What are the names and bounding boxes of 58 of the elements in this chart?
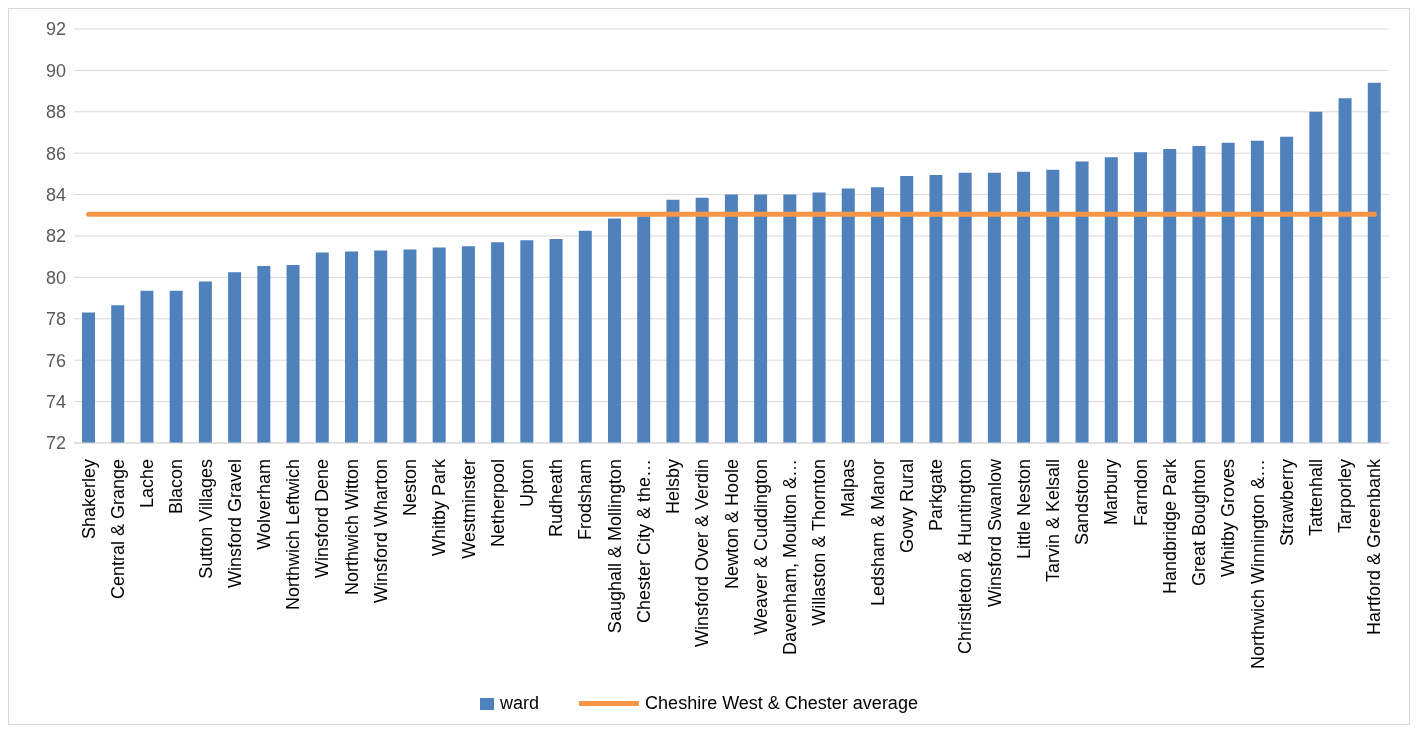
x-tick-label: Winsford Gravel <box>224 459 245 589</box>
x-tick-label: Weaver & Cuddington <box>750 459 771 635</box>
x-tick-label: Rudheath <box>546 459 567 538</box>
x-tick-label: Northwich Winnington &… <box>1247 459 1268 670</box>
x-tick-label: Neston <box>400 459 421 517</box>
y-tick-label: 74 <box>45 391 66 412</box>
x-tick-label: Chester City & the… <box>633 459 654 624</box>
x-tick-label: Lache <box>137 459 158 509</box>
legend-label: ward <box>500 693 540 714</box>
x-tick-label: Northwich Witton <box>341 459 362 596</box>
x-tick-label: Tarvin & Kelsall <box>1042 459 1063 583</box>
y-tick-label: 76 <box>45 350 66 371</box>
x-tick-label: Frodsham <box>575 459 596 541</box>
x-tick-label: Willaston & Thornton <box>809 459 830 626</box>
x-tick-label: Sandstone <box>1072 459 1093 546</box>
x-tick-label: Winsford Swanlow <box>984 458 1005 608</box>
x-tick-label: Winsford Wharton <box>370 459 391 604</box>
x-tick-label: Netherpool <box>487 459 508 548</box>
x-tick-label: Handbridge Park <box>1159 458 1180 595</box>
x-tick-label: Farndon <box>1130 459 1151 527</box>
x-tick-label: Great Boughton <box>1189 459 1210 587</box>
x-tick-label: Upton <box>516 459 537 508</box>
x-tick-label: Hartford & Greenbank <box>1364 458 1385 636</box>
x-tick-label: Tattenhall <box>1305 459 1326 537</box>
x-tick-label: Tarporley <box>1335 459 1356 534</box>
x-tick-label: Gowy Rural <box>896 459 917 554</box>
x-tick-label: Helsby <box>663 459 684 515</box>
x-tick-label: Winsford Dene <box>312 459 333 579</box>
x-tick-label: Blacon <box>166 459 187 515</box>
y-tick-label: 78 <box>45 309 66 330</box>
x-tick-label: Christleton & Huntington <box>955 459 976 655</box>
x-tick-label: Davenham, Moulton &… <box>779 459 800 656</box>
x-tick-label: Newton & Hoole <box>721 459 742 590</box>
x-tick-label: Malpas <box>838 459 859 518</box>
x-tick-label: Winsford Over & Verdin <box>692 459 713 648</box>
x-tick-label: Wolverham <box>253 459 274 550</box>
y-tick-label: 88 <box>45 102 66 123</box>
x-tick-label: Parkgate <box>926 459 947 532</box>
x-tick-label: Sutton Villages <box>195 459 216 579</box>
x-tick-label: Whitby Groves <box>1218 459 1239 578</box>
legend-label: Cheshire West & Chester average <box>645 693 918 714</box>
x-tick-label: Little Neston <box>1013 459 1034 560</box>
y-tick-label: 82 <box>45 226 66 247</box>
y-tick-label: 84 <box>45 184 66 205</box>
y-tick-label: 80 <box>45 267 66 288</box>
x-tick-label: Shakerley <box>78 459 99 540</box>
x-tick-label: Westminster <box>458 459 479 559</box>
x-tick-label: Ledsham & Manor <box>867 459 888 607</box>
y-tick-label: 90 <box>45 60 66 81</box>
y-tick-label: 86 <box>45 143 66 164</box>
x-tick-label: Whitby Park <box>429 458 450 557</box>
y-tick-label: 92 <box>45 19 66 40</box>
x-tick-label: Central & Grange <box>107 459 128 600</box>
x-tick-label: Strawberry <box>1276 459 1297 547</box>
x-tick-label: Saughall & Mollington <box>604 459 625 634</box>
x-tick-label: Northwich Leftwich <box>283 459 304 611</box>
y-tick-label: 72 <box>45 433 66 454</box>
x-tick-label: Marbury <box>1101 459 1122 526</box>
